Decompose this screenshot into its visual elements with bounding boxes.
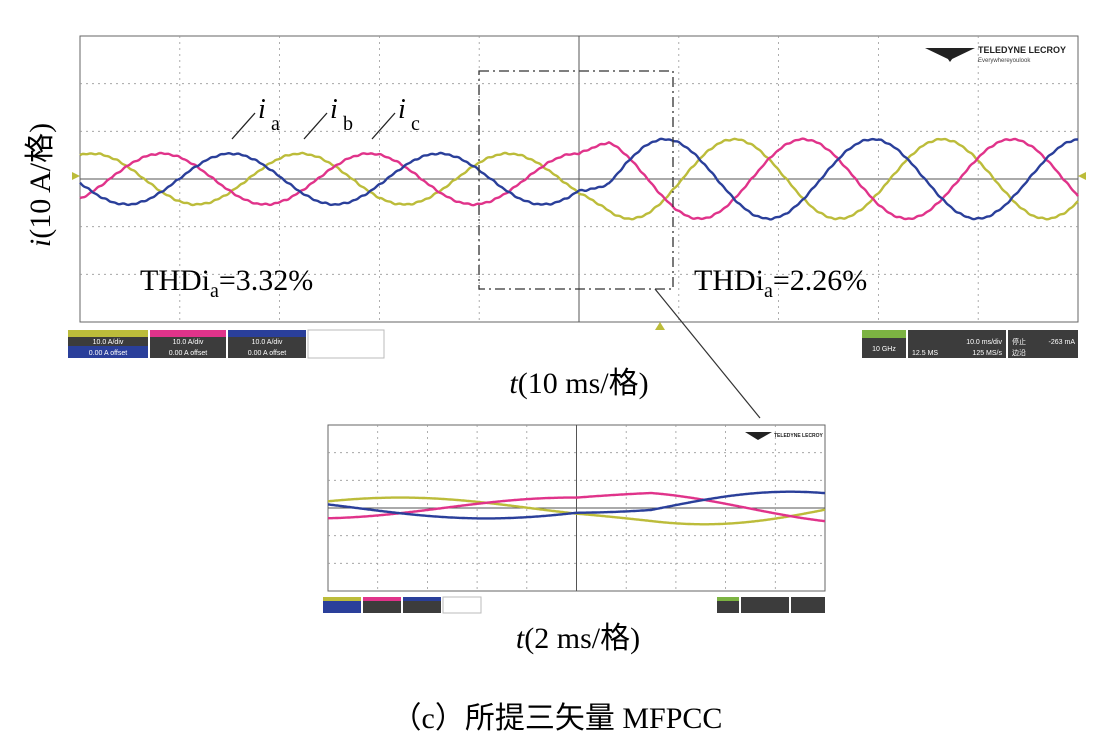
- timebase-text: 10.0 ms/div: [966, 339, 1002, 346]
- series-label-ic: i: [398, 94, 406, 125]
- ch2-offset: 0.00 A offset: [169, 350, 207, 357]
- trigger-state: 停止: [1012, 337, 1026, 346]
- zoom-timebase-box: [741, 597, 789, 613]
- main-x-axis-label: t(10 ms/格): [509, 367, 648, 400]
- ground-marker-right: [1078, 172, 1086, 180]
- main-grid: [80, 36, 1078, 322]
- trigger-marker: [655, 322, 665, 330]
- trigger-level: -263 mA: [1049, 339, 1076, 346]
- series-label-ia-sub: a: [271, 113, 280, 135]
- y-axis-label-var: i: [24, 239, 57, 247]
- trigger-box: [1008, 330, 1078, 358]
- thd-before-annotation: THDia=3.32%: [140, 264, 313, 302]
- ch1-info-header: [68, 330, 148, 337]
- series-label-ic-leader: [371, 112, 396, 140]
- ground-marker-left: [72, 172, 80, 180]
- timebase-box: [908, 330, 1006, 358]
- ch1-scale: 10.0 A/div: [93, 339, 124, 346]
- zoom-ch1-header: [323, 597, 361, 601]
- zoom-x-axis-label: t(2 ms/格): [516, 622, 640, 655]
- logo-text: TELEDYNE LECROY: [978, 45, 1066, 55]
- ch2-scale: 10.0 A/div: [173, 339, 204, 346]
- trigger-mode: 边沿: [1012, 348, 1026, 357]
- ch4-info-box: [307, 329, 385, 359]
- zoom-bw-header: [717, 597, 739, 601]
- scope-timebase-info-main: 10 GHz 10.0 ms/div 12.5 MS 125 MS/s 停止 -…: [862, 330, 1078, 358]
- samples-text: 12.5 MS: [912, 350, 938, 357]
- zoom-traces: [327, 490, 826, 526]
- trace-ia: [79, 137, 1079, 221]
- y-axis-label-unit: (10 A/格): [24, 123, 57, 239]
- ch1-info-offset-bg: [68, 346, 148, 358]
- bw-text: 10 GHz: [872, 346, 896, 353]
- teledyne-logo: TELEDYNE LECROY Everywhereyoulook: [925, 45, 1066, 64]
- thd-before-label: THDia=3.32%: [140, 264, 313, 302]
- series-label-ic-sub: c: [411, 113, 420, 135]
- trace-ic: [79, 137, 1079, 221]
- series-label-ib: i: [330, 94, 338, 125]
- y-axis-label: i(10 A/格): [24, 123, 57, 247]
- zoom-ch4-box: [442, 596, 482, 614]
- zoom-teledyne-logo-icon: [745, 432, 772, 440]
- trace-ib: [327, 491, 826, 523]
- ch2-info-header: [150, 330, 226, 337]
- series-label-ia-leader: [231, 112, 256, 140]
- series-label-ib-leader: [303, 112, 328, 140]
- thd-after-label: THDia=2.26%: [694, 264, 867, 302]
- ch1-offset: 0.00 A offset: [89, 350, 127, 357]
- series-label-ia: i: [258, 94, 266, 125]
- x-axis-label-unit: (10 ms/格): [518, 367, 649, 400]
- zoom-oscilloscope-plot: TELEDYNE LECROY: [327, 424, 826, 592]
- logo-tagline: Everywhereyoulook: [978, 58, 1031, 64]
- x-axis-label-var: t: [516, 622, 525, 655]
- x-axis-label-unit: (2 ms/格): [524, 622, 640, 655]
- ch3-info-header: [228, 330, 306, 337]
- zoom-logo-text: TELEDYNE LECROY: [774, 433, 824, 439]
- figure-caption: （c）所提三矢量 MFPCC: [392, 702, 723, 735]
- series-label-ib-sub: b: [343, 113, 353, 135]
- zoom-scope-info: [323, 596, 825, 614]
- zoom-teledyne-logo: TELEDYNE LECROY: [745, 432, 824, 440]
- rate-text: 125 MS/s: [972, 350, 1002, 357]
- main-traces: [79, 137, 1079, 221]
- x-axis-label-var: t: [509, 367, 518, 400]
- ch3-offset: 0.00 A offset: [248, 350, 286, 357]
- zoom-region-box: [478, 70, 674, 290]
- teledyne-logo-icon: [925, 48, 975, 62]
- bw-header: [862, 330, 906, 338]
- zoom-ch2-header: [363, 597, 401, 601]
- thd-after-annotation: THDia=2.26%: [694, 264, 867, 302]
- zoom-grid: [328, 425, 825, 591]
- trace-ic: [327, 490, 825, 520]
- series-labels: i a i b i c: [231, 94, 420, 140]
- zoom-ch3-header: [403, 597, 441, 601]
- zoom-connector-line: [654, 288, 761, 419]
- scope-channel-info-main: 10.0 A/div 0.00 A offset 10.0 A/div 0.00…: [68, 329, 385, 359]
- zoom-trigger-box: [791, 597, 825, 613]
- trace-ib: [79, 137, 1079, 221]
- main-oscilloscope-plot: TELEDYNE LECROY Everywhereyoulook: [72, 35, 1086, 419]
- ch3-scale: 10.0 A/div: [252, 339, 283, 346]
